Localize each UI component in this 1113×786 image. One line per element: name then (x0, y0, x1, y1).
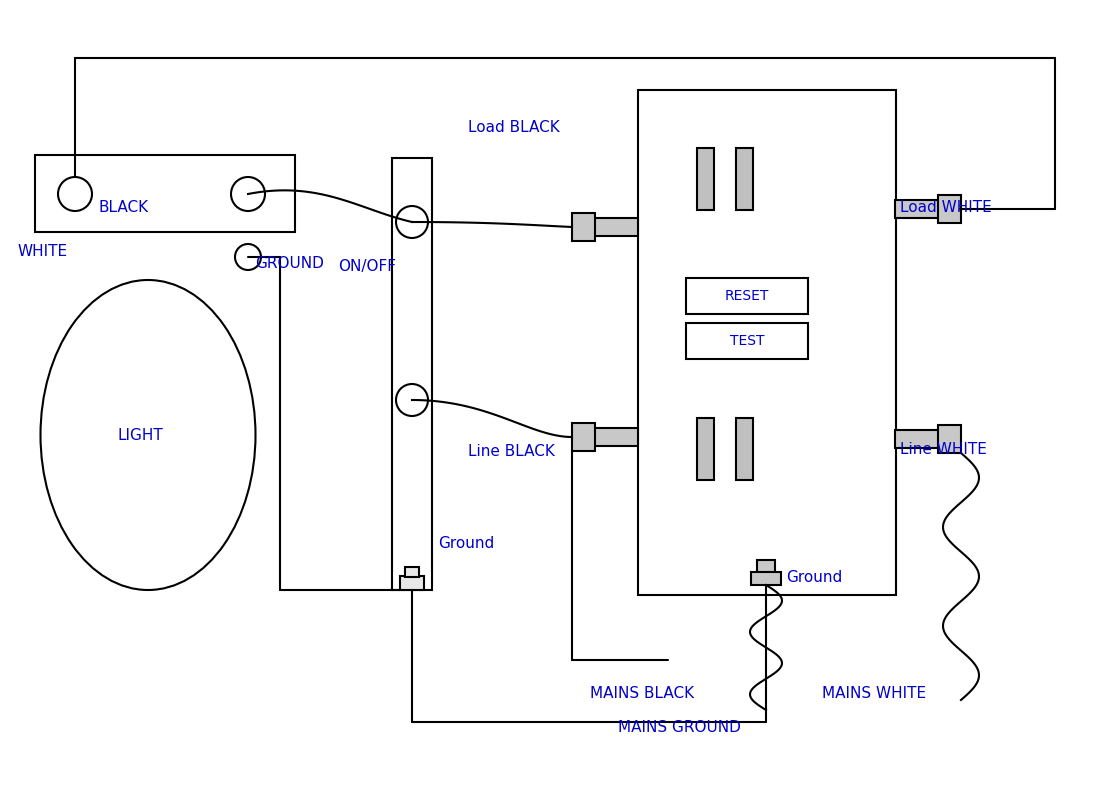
Bar (572, 213, 595, 241)
Bar (400, 576, 424, 590)
Text: Line BLACK: Line BLACK (467, 445, 555, 460)
Text: Load WHITE: Load WHITE (900, 200, 992, 215)
Bar (638, 90, 896, 595)
Text: RESET: RESET (725, 289, 769, 303)
Text: TEST: TEST (730, 334, 765, 348)
Bar (686, 278, 808, 314)
Text: BLACK: BLACK (98, 200, 148, 215)
Bar (392, 158, 432, 590)
Text: Ground: Ground (786, 571, 843, 586)
Text: MAINS GROUND: MAINS GROUND (618, 721, 741, 736)
Bar (594, 218, 638, 236)
Text: MAINS WHITE: MAINS WHITE (823, 685, 926, 700)
Text: MAINS BLACK: MAINS BLACK (590, 685, 695, 700)
Bar (938, 195, 961, 223)
Bar (697, 148, 715, 210)
Bar (686, 323, 808, 359)
Text: WHITE: WHITE (18, 244, 68, 259)
Text: GROUND: GROUND (255, 255, 324, 270)
Text: ON/OFF: ON/OFF (338, 259, 396, 274)
Text: LIGHT: LIGHT (117, 428, 162, 443)
Bar (594, 428, 638, 446)
Bar (751, 572, 781, 585)
Bar (405, 567, 418, 577)
Bar (895, 430, 939, 448)
Bar (35, 155, 295, 232)
Bar (697, 418, 715, 480)
Text: Ground: Ground (439, 535, 494, 550)
Bar (895, 200, 939, 218)
Bar (736, 418, 754, 480)
Text: Load BLACK: Load BLACK (467, 120, 560, 135)
Bar (736, 148, 754, 210)
Text: Line WHITE: Line WHITE (900, 443, 987, 457)
Bar (572, 423, 595, 451)
Bar (938, 425, 961, 453)
Bar (757, 560, 775, 584)
